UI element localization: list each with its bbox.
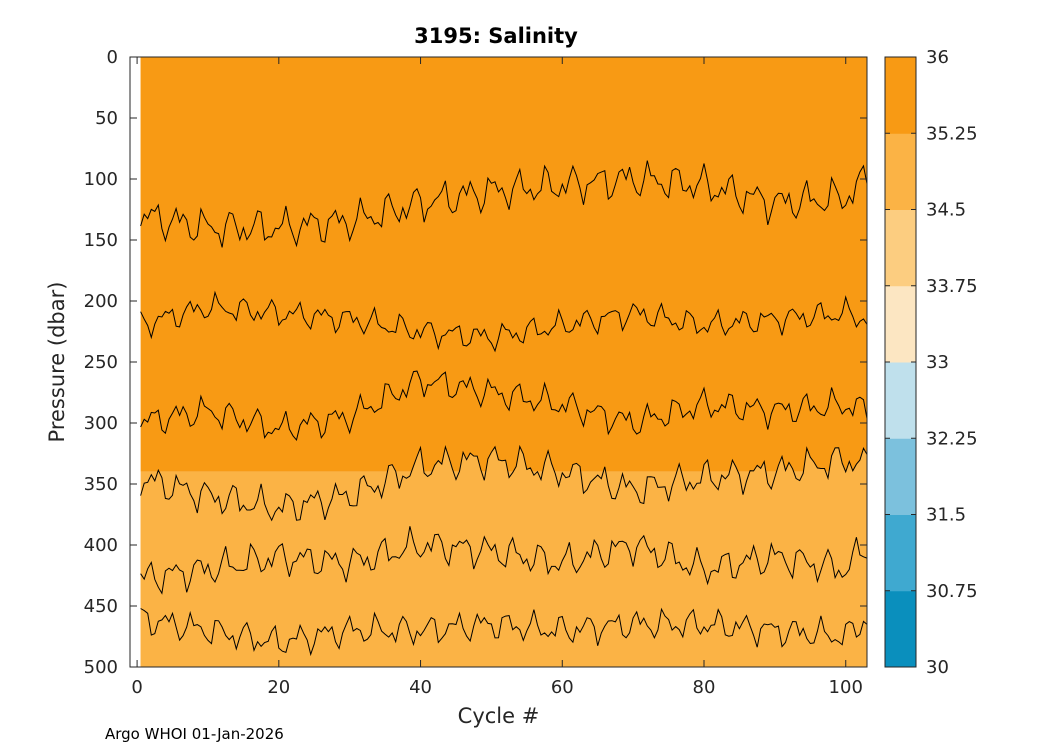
colorbar-tick-label: 31.5 <box>926 505 966 526</box>
x-tick-label: 60 <box>551 677 574 698</box>
y-axis-label: Pressure (dbar) <box>45 281 69 443</box>
colorbar-swatch <box>885 209 916 287</box>
y-tick-label: 150 <box>84 230 118 251</box>
x-tick-label: 80 <box>693 677 716 698</box>
colorbar-tick-label: 30 <box>926 657 949 678</box>
y-tick-label: 450 <box>84 596 118 617</box>
colorbar-swatch <box>885 438 916 515</box>
contour-line-isoline_465 <box>140 607 867 657</box>
credit-text: Argo WHOI 01-Jan-2026 <box>105 725 284 743</box>
y-tick-label: 50 <box>95 108 118 129</box>
colorbar-swatch <box>885 514 916 592</box>
colorbar-tick-label: 36 <box>926 47 949 68</box>
colorbar-tick-label: 34.5 <box>926 200 966 221</box>
colorbar-swatch <box>885 590 916 668</box>
contour-fill-layer <box>140 57 867 667</box>
y-tick-label: 0 <box>107 47 118 68</box>
contour-fill-boundary_340 <box>140 446 867 667</box>
x-tick-label: 0 <box>131 677 142 698</box>
x-tick-label: 40 <box>409 677 432 698</box>
contour-line-layer <box>140 160 867 657</box>
y-tick-label: 300 <box>84 413 118 434</box>
chart-title: 3195: Salinity <box>414 24 578 48</box>
y-tick-label: 200 <box>84 291 118 312</box>
contour-line-boundary_340 <box>140 444 867 522</box>
y-tick-label: 500 <box>84 657 118 678</box>
colorbar-tick-label: 33 <box>926 352 949 373</box>
y-tick-label: 250 <box>84 352 118 373</box>
colorbar-tick-label: 35.25 <box>926 123 978 144</box>
x-tick-label: 20 <box>267 677 290 698</box>
y-tick-label: 100 <box>84 169 118 190</box>
y-tick-label: 350 <box>84 474 118 495</box>
colorbar-swatch <box>885 57 916 134</box>
colorbar: 30 30.75 31.5 32.25 33 33.75 34.5 35.25 36 <box>884 47 978 678</box>
contour-line-isoline_420 <box>140 526 867 595</box>
colorbar-swatch <box>885 133 916 210</box>
colorbar-tick-label: 33.75 <box>926 276 978 297</box>
contour-line-isoline_300 <box>140 370 867 441</box>
colorbar-swatch <box>885 362 916 439</box>
colorbar-swatch <box>885 285 916 363</box>
contour-line-isoline_120 <box>140 160 867 248</box>
x-tick-label: 100 <box>829 677 863 698</box>
plot-axes: 0 20 40 60 80 100 0 50 100 150 200 250 300 350 400 450 5… <box>84 47 868 698</box>
x-axis-label: Cycle # <box>457 704 540 728</box>
colorbar-tick-label: 30.75 <box>926 581 978 602</box>
y-tick-label: 400 <box>84 535 118 556</box>
contour-line-isoline_220 <box>140 290 867 353</box>
contour-region-core-salty <box>140 57 867 472</box>
colorbar-tick-label: 32.25 <box>926 428 978 449</box>
